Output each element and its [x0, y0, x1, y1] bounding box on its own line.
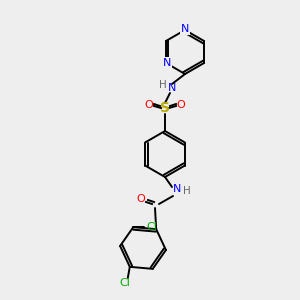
Text: N: N [173, 184, 181, 194]
Text: O: O [136, 194, 146, 204]
Text: O: O [145, 100, 153, 110]
Text: Cl: Cl [119, 278, 130, 288]
Text: O: O [177, 100, 185, 110]
Text: Cl: Cl [147, 222, 158, 232]
Text: S: S [160, 101, 170, 115]
Text: H: H [159, 80, 167, 90]
Text: N: N [163, 58, 171, 68]
Text: N: N [181, 24, 189, 34]
Text: N: N [168, 83, 176, 93]
Text: H: H [183, 186, 191, 196]
